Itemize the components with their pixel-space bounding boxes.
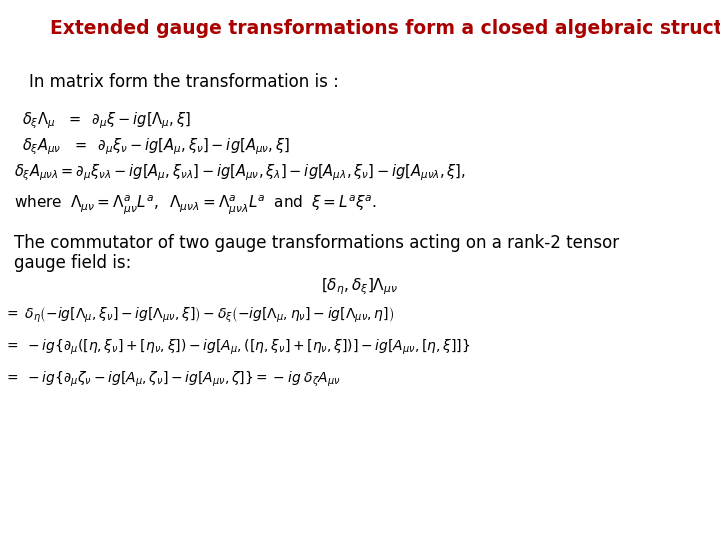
Text: $\delta_\xi A_{\mu\nu} \;\;\; = \;\; \partial_\mu\xi_\nu - ig[A_\mu, \xi_\nu] - : $\delta_\xi A_{\mu\nu} \;\;\; = \;\; \pa…	[22, 136, 289, 157]
Text: $= \;\delta_\eta\left(-ig[\Lambda_\mu, \xi_\nu] - ig[\Lambda_{\mu\nu}, \xi]\righ: $= \;\delta_\eta\left(-ig[\Lambda_\mu, \…	[4, 305, 394, 325]
Text: $= \;-ig\left\{\partial_\mu\zeta_\nu - ig[A_\mu, \zeta_\nu] - ig[A_{\mu\nu}, \ze: $= \;-ig\left\{\partial_\mu\zeta_\nu - i…	[4, 370, 341, 389]
Text: $\delta_\xi\Lambda_\mu \;\;\; = \;\; \partial_\mu\xi - ig[\Lambda_\mu, \xi]$: $\delta_\xi\Lambda_\mu \;\;\; = \;\; \pa…	[22, 111, 191, 131]
Text: $[\delta_\eta, \delta_\xi]\Lambda_{\mu\nu}$: $[\delta_\eta, \delta_\xi]\Lambda_{\mu\n…	[321, 276, 399, 297]
Text: Extended gauge transformations form a closed algebraic structure: Extended gauge transformations form a cl…	[50, 19, 720, 38]
Text: $\delta_\xi A_{\mu\nu\lambda} = \partial_\mu\xi_{\nu\lambda} - ig[A_\mu, \xi_{\n: $\delta_\xi A_{\mu\nu\lambda} = \partial…	[14, 162, 467, 183]
Text: In matrix form the transformation is :: In matrix form the transformation is :	[29, 73, 338, 91]
Text: gauge field is:: gauge field is:	[14, 254, 132, 272]
Text: The commutator of two gauge transformations acting on a rank-2 tensor: The commutator of two gauge transformati…	[14, 234, 619, 252]
Text: $= \;-ig\left\{\partial_\mu([\eta,\xi_\nu]+[\eta_\nu,\xi]) - ig[A_\mu,([\eta,\xi: $= \;-ig\left\{\partial_\mu([\eta,\xi_\n…	[4, 338, 470, 357]
Text: where $\;\Lambda_{\mu\nu} = \Lambda^a_{\mu\nu}L^a,\;\; \Lambda_{\mu\nu\lambda} =: where $\;\Lambda_{\mu\nu} = \Lambda^a_{\…	[14, 193, 377, 216]
